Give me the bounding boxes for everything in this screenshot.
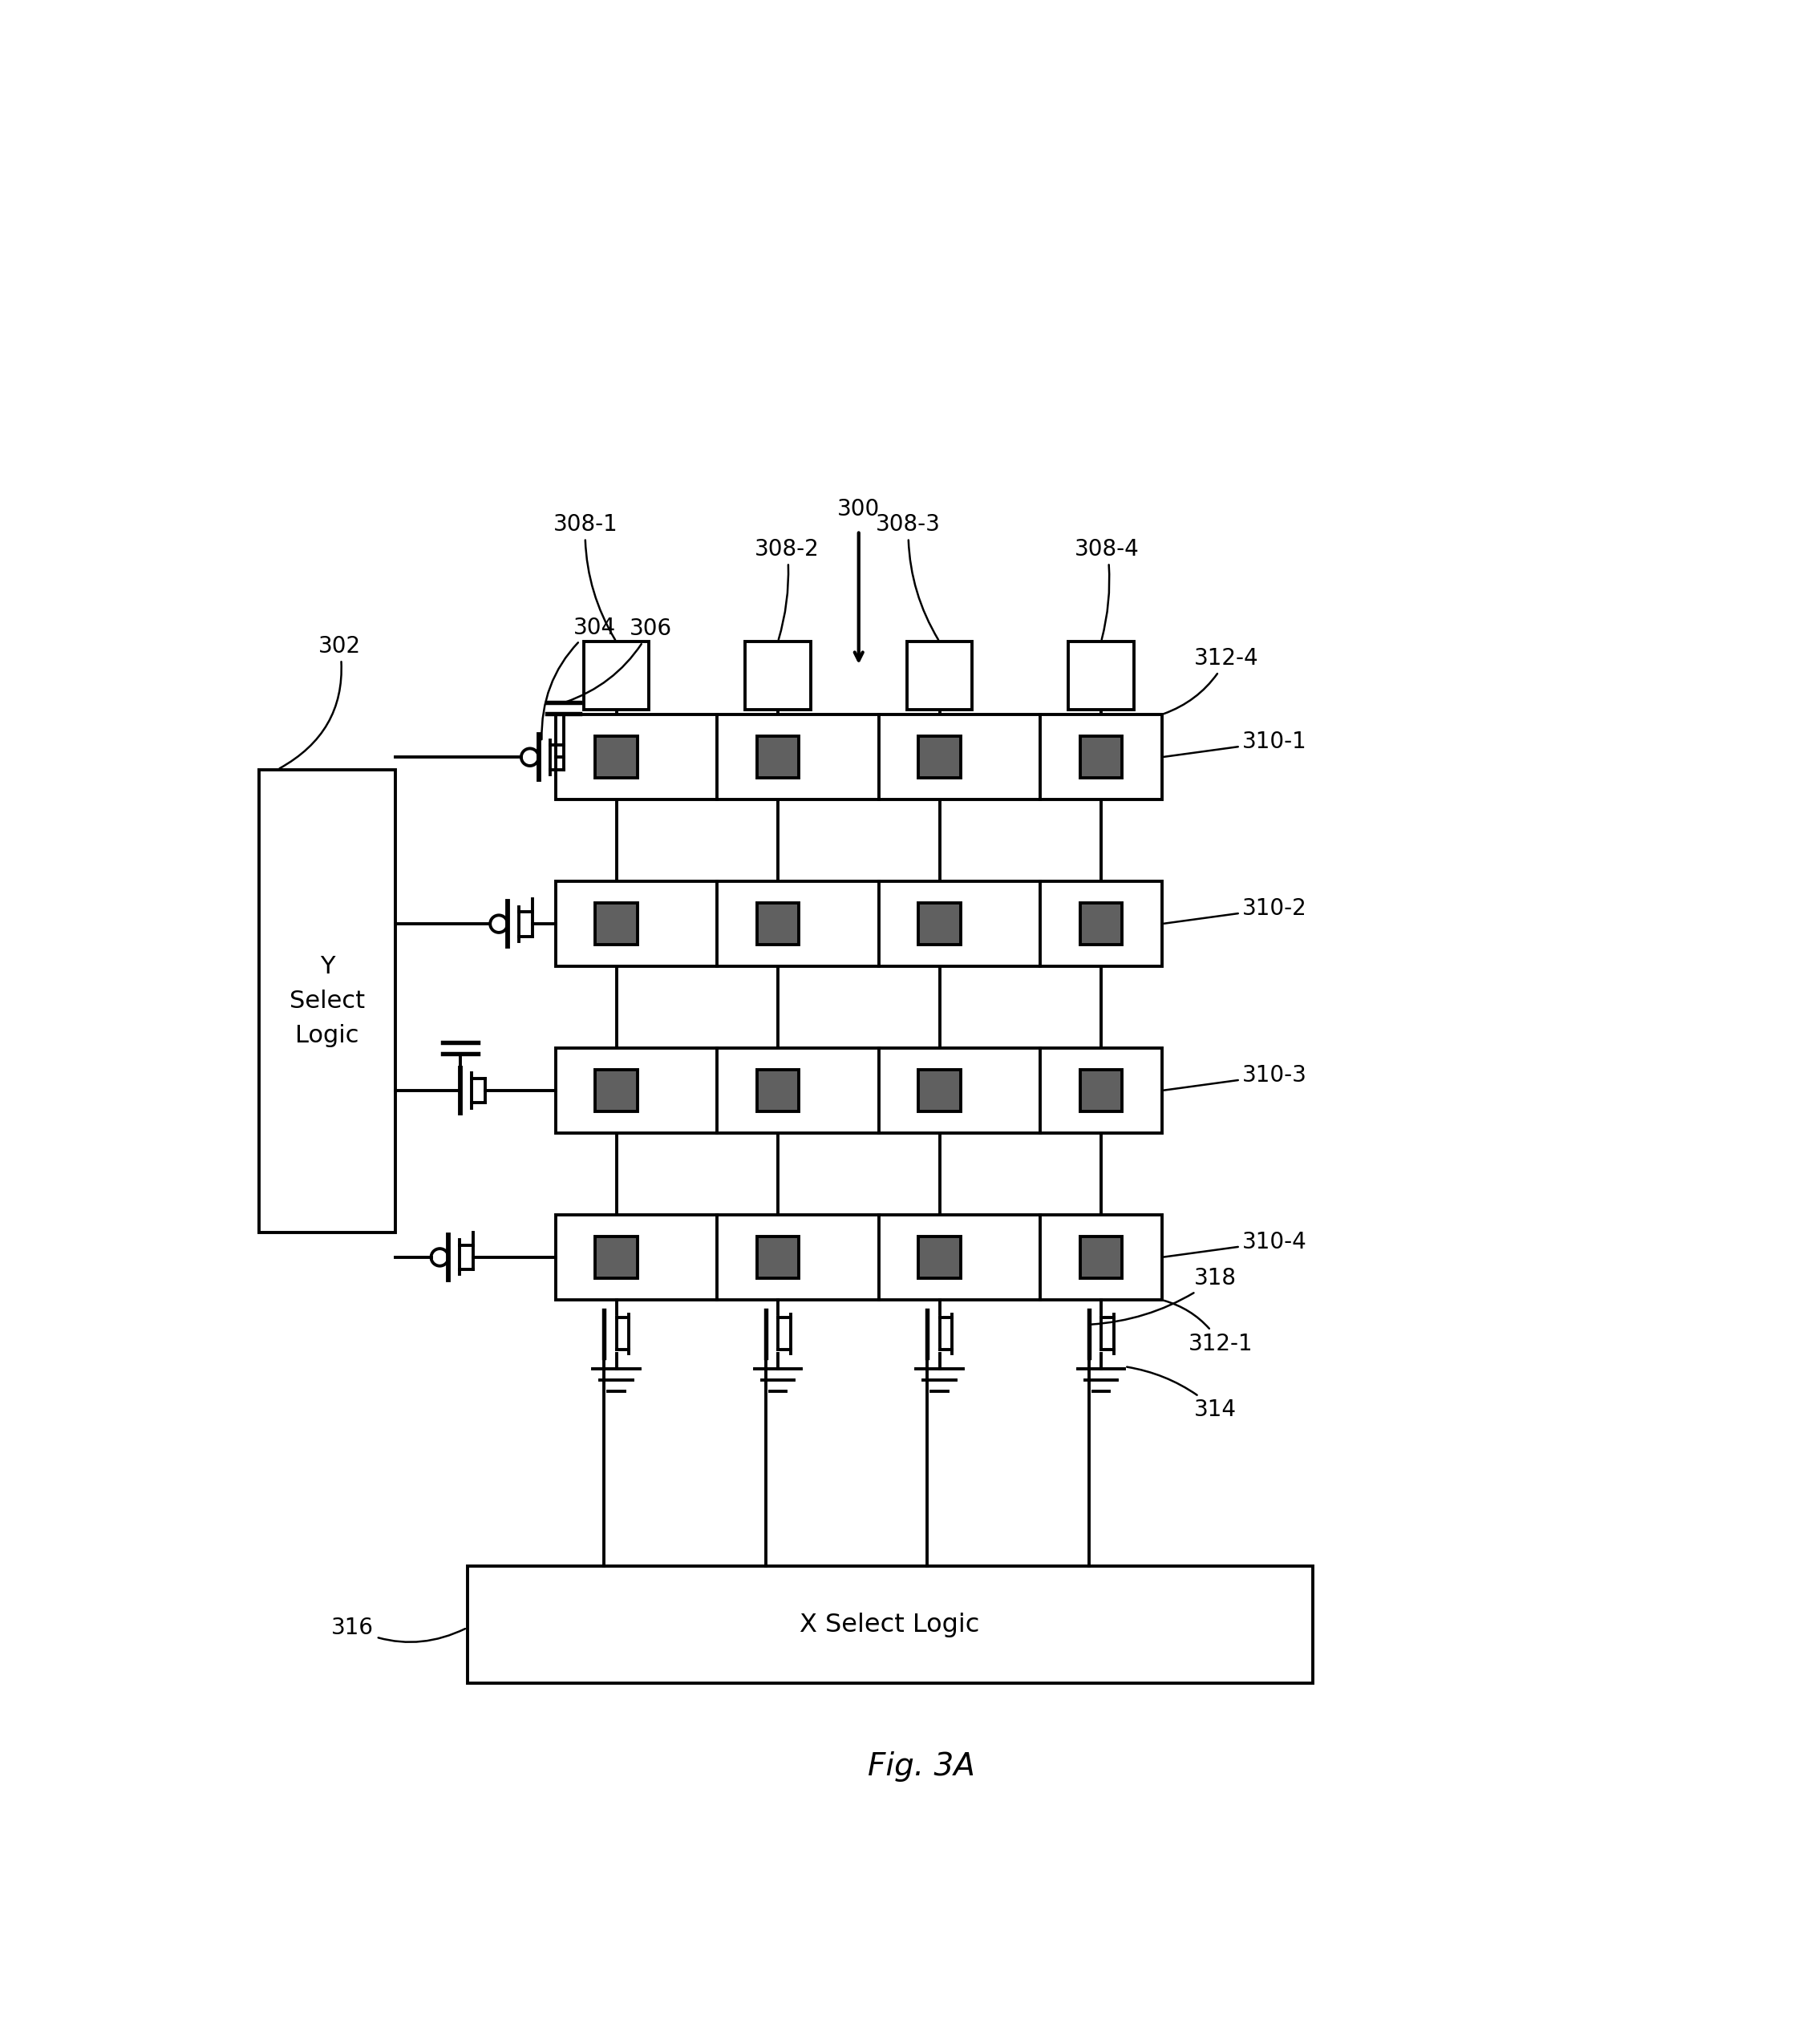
Text: Y
Select
Logic: Y Select Logic	[289, 955, 365, 1047]
Text: 312-1: 312-1	[1163, 1300, 1253, 1355]
Text: 310-4: 310-4	[1163, 1230, 1307, 1257]
Bar	[1081, 903, 1122, 944]
Bar	[1068, 642, 1135, 709]
Bar	[919, 903, 960, 944]
Bar	[595, 903, 638, 944]
Bar	[556, 1049, 1162, 1132]
Text: 308-1: 308-1	[552, 513, 617, 640]
Bar	[556, 715, 1162, 799]
Bar	[906, 642, 973, 709]
Bar	[595, 736, 638, 779]
Text: 306: 306	[566, 617, 672, 701]
Bar	[746, 642, 811, 709]
Bar	[757, 903, 798, 944]
Bar	[556, 881, 1162, 967]
Bar	[556, 1214, 1162, 1300]
Bar	[1081, 736, 1122, 779]
Text: 310-1: 310-1	[1163, 730, 1307, 756]
Text: 310-3: 310-3	[1163, 1065, 1307, 1089]
Bar	[595, 1069, 638, 1112]
Text: 316: 316	[331, 1617, 466, 1641]
Bar	[595, 1237, 638, 1278]
Text: 300: 300	[838, 497, 879, 519]
Text: 308-4: 308-4	[1075, 538, 1140, 640]
Text: X Select Logic: X Select Logic	[800, 1613, 980, 1637]
Bar	[919, 1237, 960, 1278]
Text: 314: 314	[1127, 1367, 1237, 1421]
Text: Fig. 3A: Fig. 3A	[868, 1752, 975, 1782]
Bar	[467, 1566, 1313, 1684]
Text: 318: 318	[1091, 1267, 1237, 1325]
Bar	[1081, 1237, 1122, 1278]
Text: 312-4: 312-4	[1163, 648, 1259, 713]
Text: 302: 302	[279, 636, 361, 769]
Bar	[919, 736, 960, 779]
Bar	[757, 1237, 798, 1278]
Bar	[259, 769, 396, 1233]
Bar	[584, 642, 649, 709]
Text: 308-2: 308-2	[755, 538, 820, 640]
Bar	[757, 1069, 798, 1112]
Bar	[757, 736, 798, 779]
Bar	[919, 1069, 960, 1112]
Text: 304: 304	[541, 615, 617, 740]
Text: 308-3: 308-3	[876, 513, 940, 640]
Text: 310-2: 310-2	[1163, 897, 1307, 924]
Bar	[1081, 1069, 1122, 1112]
